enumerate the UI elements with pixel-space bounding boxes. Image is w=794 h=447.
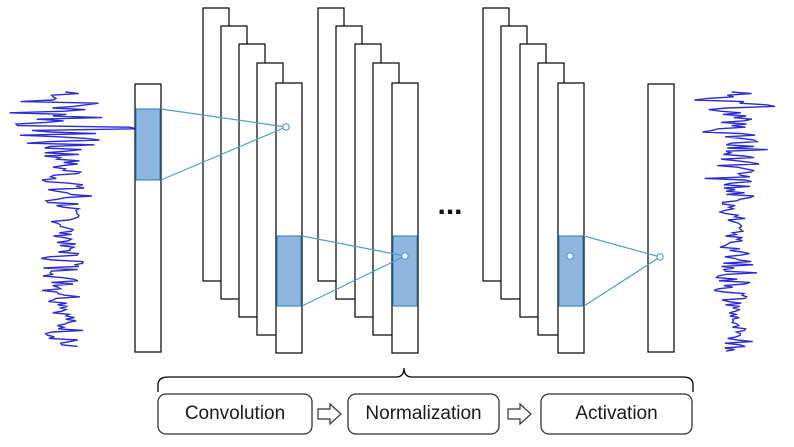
feature-map-window: [276, 235, 302, 307]
right-outline-arrow-icon: [507, 402, 532, 426]
connection-line: [301, 235, 406, 257]
connection-line: [301, 255, 406, 307]
grouping-brace: [157, 367, 694, 392]
feature-map-bar: [557, 82, 585, 354]
neuron-nodes: [282, 123, 664, 261]
feature-map-window: [558, 235, 584, 307]
ellipsis: ...: [437, 188, 462, 221]
convolution-box: [157, 393, 313, 435]
feature-map-stack-2: [317, 7, 419, 354]
connection-line: [583, 256, 661, 307]
activation-box: [540, 393, 693, 435]
connection-line: [583, 235, 661, 258]
feature-map-bar: [391, 82, 419, 354]
input-receptive-window: [135, 108, 161, 181]
neuron-node: [656, 253, 664, 261]
neuron-node: [566, 252, 574, 260]
neuron-node: [401, 252, 409, 260]
feature-map-bar: [275, 82, 303, 354]
connection-lines: [160, 108, 661, 307]
connection-line: [160, 108, 287, 128]
neuron-node: [282, 123, 290, 131]
right-outline-arrow-icon: [317, 402, 342, 426]
normalization-box: [347, 393, 500, 435]
output-layer-bar: [647, 83, 675, 353]
input-waveform: [9, 91, 136, 348]
feature-map-window: [392, 235, 418, 307]
feature-map-stack-3: [482, 7, 585, 354]
output-waveform: [694, 91, 776, 352]
feature-map-stack-1: [202, 7, 303, 354]
connection-line: [160, 126, 287, 181]
